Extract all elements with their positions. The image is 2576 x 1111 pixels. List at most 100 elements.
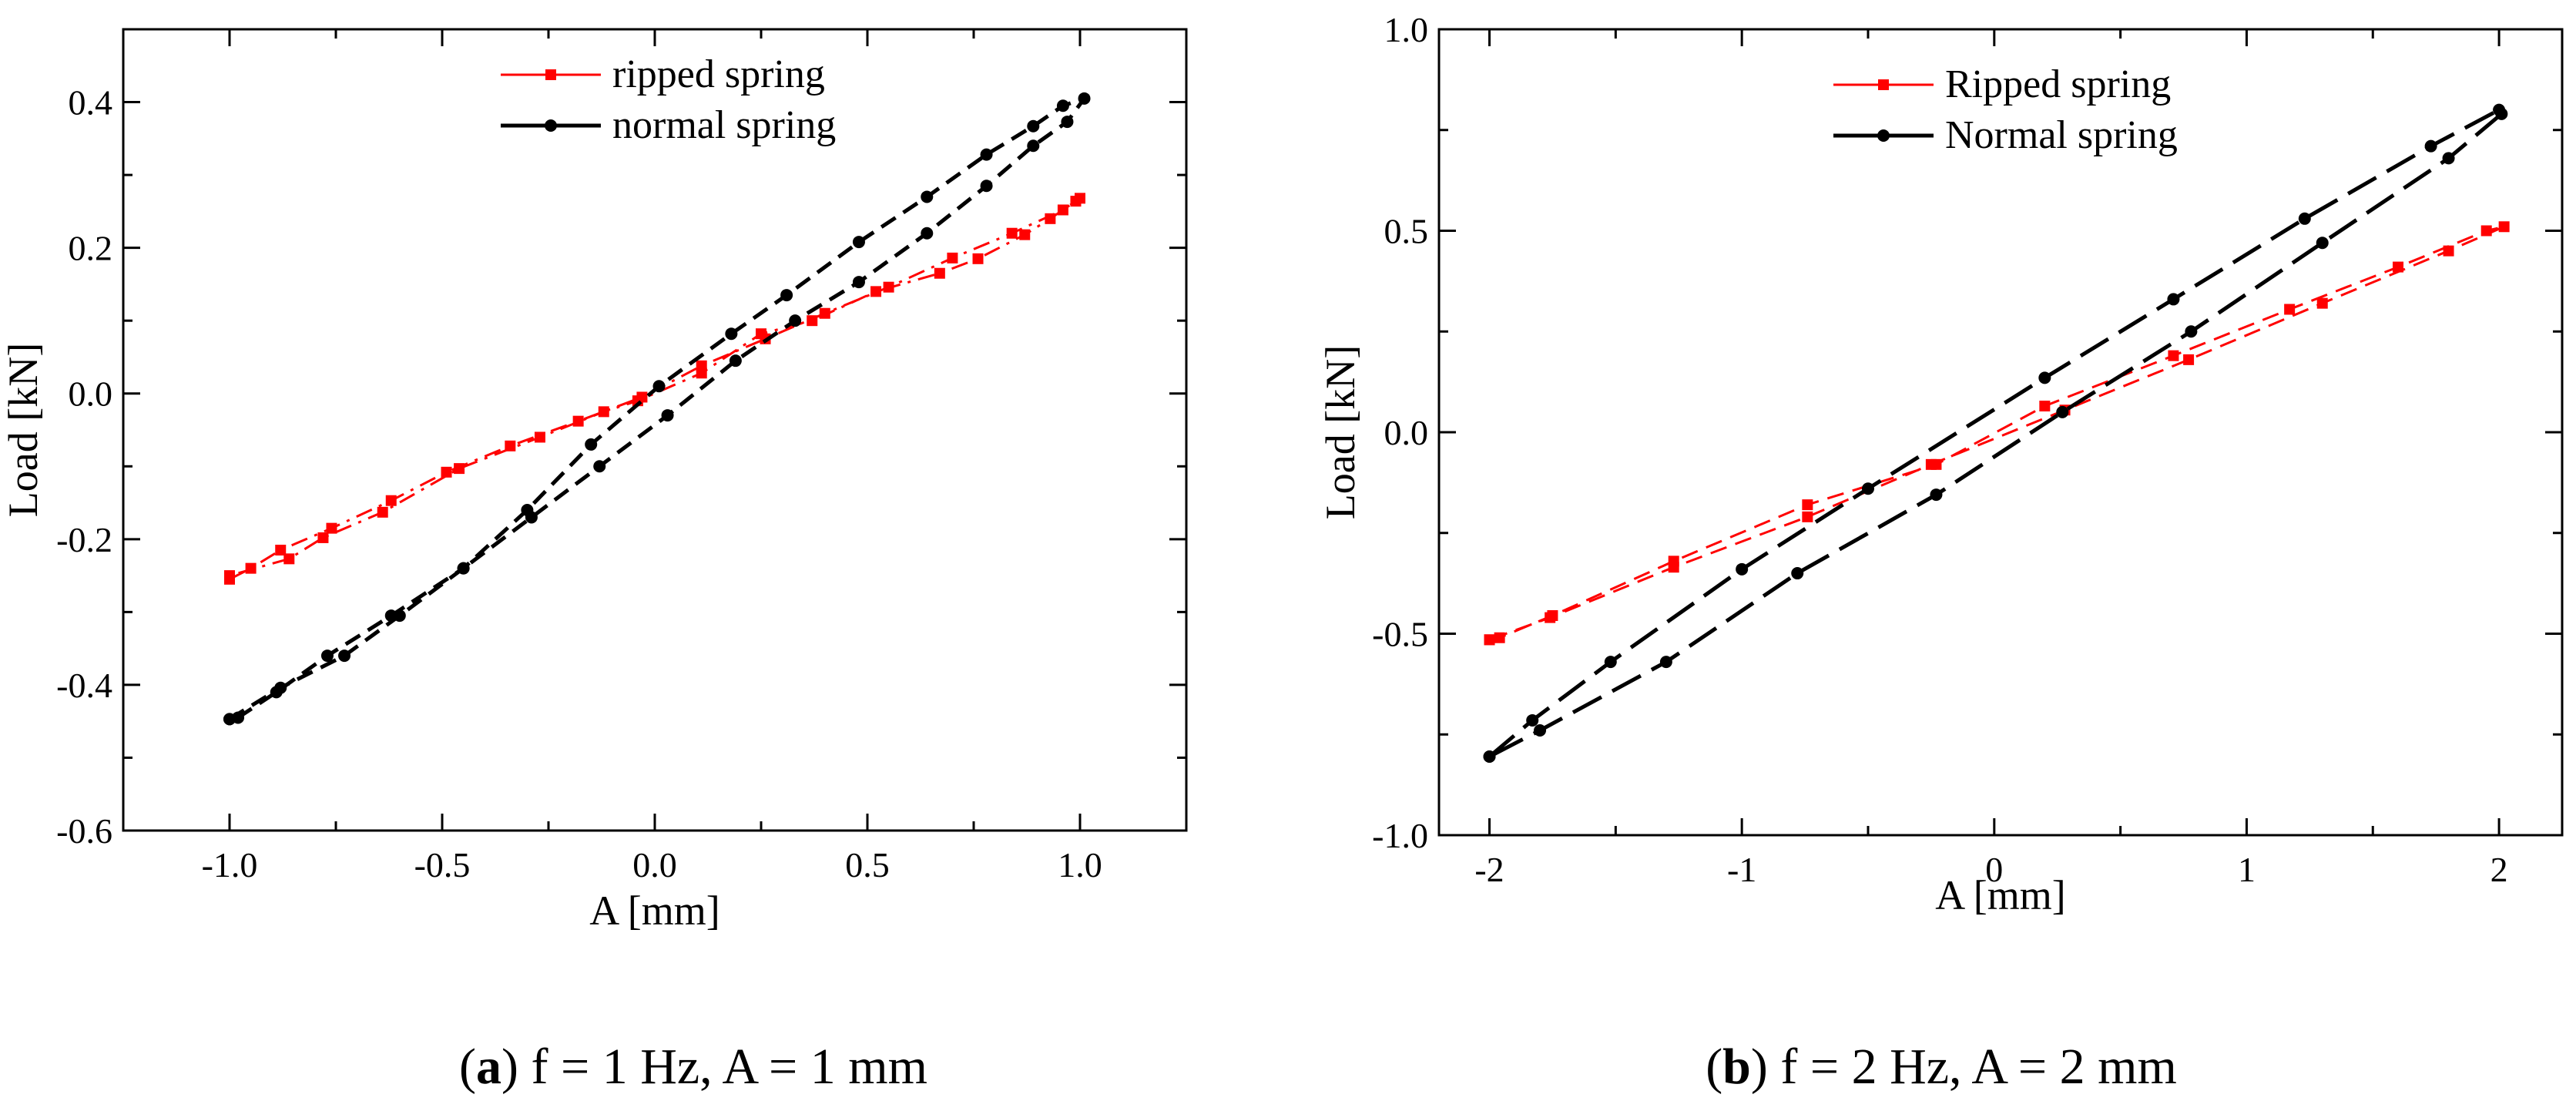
chart-a-series-normal-point: [1061, 116, 1074, 129]
chart-a-x-axis-label: A [mm]: [589, 888, 720, 934]
chart-b-series-normal-point: [2316, 237, 2329, 250]
chart-b-series-normal-point: [2424, 139, 2437, 153]
chart-a-series-normal-line: [228, 94, 1090, 721]
chart-a-x-tick-label: -0.5: [414, 845, 471, 884]
chart-a-series-ripped-point: [377, 506, 388, 518]
chart-a-y-tick-label: -0.6: [56, 811, 112, 851]
chart-a-legend-label: normal spring: [612, 103, 836, 147]
chart-a-series-ripped-point: [1006, 227, 1018, 239]
chart-a-legend-marker: [545, 119, 557, 132]
chart-a-legend-item: ripped spring: [501, 52, 825, 96]
chart-a-series-ripped-point: [454, 463, 465, 475]
chart-b-y-tick-label: 1.0: [1384, 10, 1429, 49]
chart-a-legend-item: normal spring: [501, 103, 836, 147]
chart-b-series-ripped-point: [2480, 225, 2492, 237]
chart-a-series-normal-point: [223, 713, 236, 726]
chart-a-series-ripped-point: [598, 406, 609, 418]
chart-a-series-ripped-point: [534, 431, 545, 443]
chart-a-series-ripped-point: [441, 466, 452, 478]
chart-b-series-ripped-point: [2183, 354, 2195, 365]
chart-b-series-normal-point: [1791, 567, 1804, 580]
chart-b-legend-marker: [1877, 129, 1890, 142]
chart-b-series-ripped-point: [1925, 458, 1937, 470]
chart-b-series-ripped-point: [2284, 304, 2296, 315]
chart-b-series-ripped-point: [1545, 612, 1556, 623]
chart-a: -1.0 -0.5 0.0 0.5 1.0 -0.6 -0.4 -0.2 0.0 0.2 0.4 A …: [0, 28, 1188, 934]
chart-a-series-normal-point: [521, 504, 534, 516]
chart-b-series-normal-line: [1488, 107, 2504, 759]
chart-b-series-ripped-point: [1484, 634, 1495, 646]
chart-a-series-ripped-point: [326, 522, 337, 534]
chart-b-series-normal-point: [1534, 724, 1547, 737]
chart-a-x-tick-label: -1.0: [202, 845, 258, 884]
chart-b-series-ripped-point: [2498, 221, 2510, 233]
chart-a-series-normal-point: [980, 180, 993, 193]
chart-a-series-normal-point: [652, 380, 666, 393]
chart-a-series-normal-point: [921, 227, 934, 240]
chart-a-x-tick-label: 0.0: [632, 845, 677, 884]
chart-a-series-normal-point: [852, 276, 865, 289]
caption-b-close: ): [1750, 1039, 1768, 1095]
chart-b-y-tick-label: 0.5: [1384, 212, 1429, 251]
caption-a-text: f = 1 Hz, A = 1 mm: [518, 1039, 927, 1095]
chart-a-series-ripped-point: [934, 267, 945, 279]
chart-b-y-tick-label: -1.0: [1372, 816, 1428, 855]
chart-a-series-normal-point: [729, 354, 742, 368]
chart-b-series-normal-point: [2056, 405, 2069, 418]
chart-a-series-ripped-point: [275, 545, 287, 556]
caption-b-open: (: [1706, 1039, 1723, 1095]
chart-a-series-ripped-point: [883, 281, 894, 293]
chart-b-series-normal-point: [1861, 482, 1874, 495]
chart-a-series-normal-point: [980, 148, 993, 161]
chart-a-x-tick-label: 0.5: [845, 845, 890, 884]
chart-b-legend-item: Ripped spring: [1833, 62, 2171, 106]
chart-a-series-normal-point: [725, 327, 738, 341]
chart-a-series-normal-point: [270, 686, 283, 699]
chart-b-series-normal-point: [2442, 152, 2455, 165]
chart-a-series-ripped-point: [756, 328, 766, 340]
chart-b-series-ripped-point: [1802, 499, 1813, 511]
chart-b-y-tick-label: -0.5: [1372, 615, 1428, 654]
chart-a-series-normal-point: [1056, 99, 1069, 112]
chart-a-series-ripped-point: [245, 562, 257, 574]
chart-a-series-ripped: [224, 193, 1085, 585]
chart-a-series-normal: [223, 92, 1091, 726]
chart-b-series-normal-point: [1736, 562, 1749, 576]
chart-a-series-ripped-point: [224, 570, 235, 582]
chart-a-x-tick-label: 1.0: [1058, 845, 1102, 884]
caption-b-letter: b: [1722, 1039, 1751, 1095]
chart-a-series-normal-point: [585, 438, 598, 451]
chart-a-series-ripped-point: [283, 553, 295, 565]
chart-b-x-axis-label: A [mm]: [1935, 872, 2066, 918]
chart-a-series-ripped-point: [317, 532, 329, 543]
chart-a-series-ripped-point: [1057, 204, 1068, 216]
chart-b-series-normal-point: [2167, 293, 2180, 306]
chart-b-y-tick-label: 0.0: [1384, 413, 1429, 452]
chart-b-legend-label: Normal spring: [1945, 113, 2178, 157]
chart-b-series-ripped-point: [1668, 562, 1679, 573]
chart-b-series-ripped-line: [1488, 225, 2505, 641]
chart-a-series-ripped-point: [572, 415, 584, 427]
chart-b-legend-item: Normal spring: [1833, 113, 2178, 157]
chart-a-y-tick-label: 0.2: [69, 229, 113, 268]
chart-b-series-normal-point: [2495, 107, 2508, 120]
chart-a-series-normal-point: [661, 409, 674, 422]
chart-b-x-tick-label: 1: [2238, 850, 2256, 889]
chart-b-series-normal-point: [1930, 488, 1943, 502]
chart-a-series-ripped-point: [870, 286, 882, 297]
chart-a-y-tick-label: 0.4: [69, 83, 113, 123]
chart-a-series-normal-point: [320, 649, 334, 663]
chart-a-series-ripped-point: [385, 495, 397, 506]
chart-b-series-ripped-point: [2443, 245, 2454, 257]
chart-b-series-ripped-point: [2316, 297, 2328, 309]
chart-a-series-normal-point: [780, 289, 793, 302]
chart-a-y-axis-label: Load [kN]: [0, 343, 46, 517]
chart-b: -2 -1 0 1 2 -1.0 -0.5 0.0 0.5 1.0 A [mm] Load [kN] R…: [1317, 10, 2564, 918]
caption-b-text: f = 2 Hz, A = 2 mm: [1767, 1039, 2177, 1095]
chart-b-series-ripped-point: [1494, 632, 1505, 643]
chart-a-series-ripped-point: [972, 253, 984, 264]
chart-b-series-normal-point: [2185, 325, 2198, 338]
caption-b: (b) f = 2 Hz, A = 2 mm: [1541, 1032, 2342, 1102]
chart-b-series-ripped-point: [2393, 261, 2404, 273]
